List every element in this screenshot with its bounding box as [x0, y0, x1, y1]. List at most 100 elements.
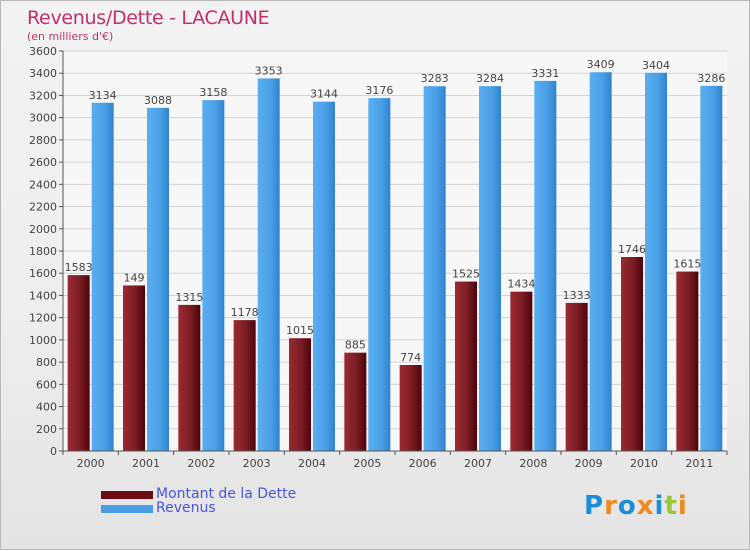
y-tick-label: 1200 — [29, 312, 57, 325]
y-tick-label: 0 — [50, 445, 57, 458]
data-label-dette: 1746 — [618, 243, 646, 256]
legend-label-revenus: Revenus — [156, 500, 216, 516]
bar-revenus — [589, 72, 612, 451]
data-label-dette: 774 — [400, 351, 421, 364]
x-tick-label: 2002 — [187, 457, 215, 470]
bar-dette — [399, 365, 422, 451]
logo-letter: t — [664, 491, 678, 521]
bar-dette — [178, 304, 201, 451]
bar-revenus — [202, 100, 225, 451]
bar-revenus — [257, 78, 280, 451]
x-tick-label: 2004 — [298, 457, 326, 470]
bar-dette — [344, 352, 367, 451]
data-label-revenus: 3144 — [310, 88, 338, 101]
y-tick-label: 2600 — [29, 156, 57, 169]
y-axis: 0 200 400 600 800 1000 1200 1400 1600 1800 2000 220… — [29, 45, 64, 458]
x-tick-label: 2007 — [464, 457, 492, 470]
logo-letter: i — [654, 491, 665, 521]
bar-revenus — [423, 86, 446, 451]
bar-dette — [67, 275, 90, 451]
y-tick-label: 1600 — [29, 267, 57, 280]
proxiti-logo: Proxiti — [584, 491, 688, 521]
data-label-revenus: 3283 — [421, 72, 449, 85]
value-labels: 1583 3134 149 3088 1315 3158 1178 3353 1015 3144 8… — [65, 58, 726, 364]
data-label-revenus: 3409 — [587, 58, 615, 71]
chart-title: Revenus/Dette - LACAUNE — [27, 7, 270, 29]
bar-revenus — [645, 72, 667, 452]
data-label-dette: 1434 — [507, 278, 535, 291]
data-label-dette: 1315 — [175, 291, 203, 304]
data-label-dette: 885 — [345, 339, 366, 352]
bars — [67, 72, 723, 452]
y-tick-label: 3200 — [29, 89, 57, 102]
bar-revenus — [91, 102, 114, 452]
bar-revenus — [147, 107, 169, 451]
x-tick-label: 2006 — [409, 457, 437, 470]
data-label-dette: 1015 — [286, 324, 314, 337]
bar-revenus — [534, 80, 557, 451]
x-axis: 2000 2001 2002 2003 2004 2005 2006 2007 2008 2009… — [62, 450, 728, 470]
x-tick-label: 2000 — [77, 457, 105, 470]
x-tick-label: 2001 — [132, 457, 160, 470]
data-label-revenus: 3353 — [255, 64, 283, 77]
y-tick-label: 400 — [36, 401, 57, 414]
grid-lines — [63, 50, 727, 452]
data-label-revenus: 3176 — [365, 84, 393, 97]
data-label-revenus: 3284 — [476, 72, 504, 85]
y-tick-label: 1800 — [29, 245, 57, 258]
y-tick-label: 1400 — [29, 289, 57, 302]
y-tick-label: 2200 — [29, 201, 57, 214]
bar-dette — [455, 281, 477, 451]
bar-dette — [510, 291, 533, 451]
y-tick-label: 600 — [36, 378, 57, 391]
data-label-revenus: 3331 — [531, 67, 559, 80]
y-tick-label: 800 — [36, 356, 57, 369]
data-label-dette: 149 — [124, 271, 145, 284]
y-tick-label: 3000 — [29, 112, 57, 125]
bar-dette — [289, 338, 311, 451]
x-tick-label: 2010 — [630, 457, 658, 470]
x-tick-label: 2011 — [685, 457, 713, 470]
data-label-dette: 1583 — [65, 261, 93, 274]
bar-revenus — [313, 101, 335, 452]
x-tick-label: 2005 — [353, 457, 381, 470]
data-label-revenus: 3088 — [144, 94, 172, 107]
y-tick-label: 1000 — [29, 334, 57, 347]
x-tick-label: 2009 — [575, 457, 603, 470]
data-label-revenus: 3158 — [199, 86, 227, 99]
legend-swatch-revenus — [101, 505, 153, 513]
bar-dette — [676, 271, 699, 451]
y-tick-label: 3400 — [29, 67, 57, 80]
logo-letter: o — [617, 491, 637, 521]
logo-letter: P — [584, 491, 605, 521]
y-tick-label: 3600 — [29, 45, 57, 58]
legend-label-dette: Montant de la Dette — [156, 486, 297, 502]
y-tick-label: 2400 — [29, 178, 57, 191]
data-label-revenus: 3134 — [89, 89, 117, 102]
x-tick-label: 2008 — [519, 457, 547, 470]
data-label-dette: 1178 — [231, 306, 259, 319]
logo-letter: r — [604, 491, 618, 521]
bar-dette — [565, 302, 588, 451]
data-label-revenus: 3286 — [697, 72, 725, 85]
logo-letter: x — [636, 491, 655, 521]
y-tick-label: 200 — [36, 423, 57, 436]
bar-revenus — [479, 86, 501, 451]
bar-dette — [123, 285, 145, 451]
bar-dette — [233, 320, 256, 451]
logo-letter: i — [677, 491, 688, 521]
chart-subtitle: (en milliers d'€) — [27, 30, 114, 43]
data-label-revenus: 3404 — [642, 59, 670, 72]
bar-revenus — [368, 98, 391, 451]
y-tick-label: 2800 — [29, 134, 57, 147]
data-label-dette: 1525 — [452, 268, 480, 281]
data-label-dette: 1615 — [673, 258, 701, 271]
x-tick-label: 2003 — [243, 457, 271, 470]
bar-dette — [621, 257, 643, 451]
y-tick-label: 2000 — [29, 223, 57, 236]
data-label-dette: 1333 — [563, 289, 591, 302]
bar-revenus — [700, 85, 723, 451]
legend-swatch-dette — [101, 491, 153, 499]
